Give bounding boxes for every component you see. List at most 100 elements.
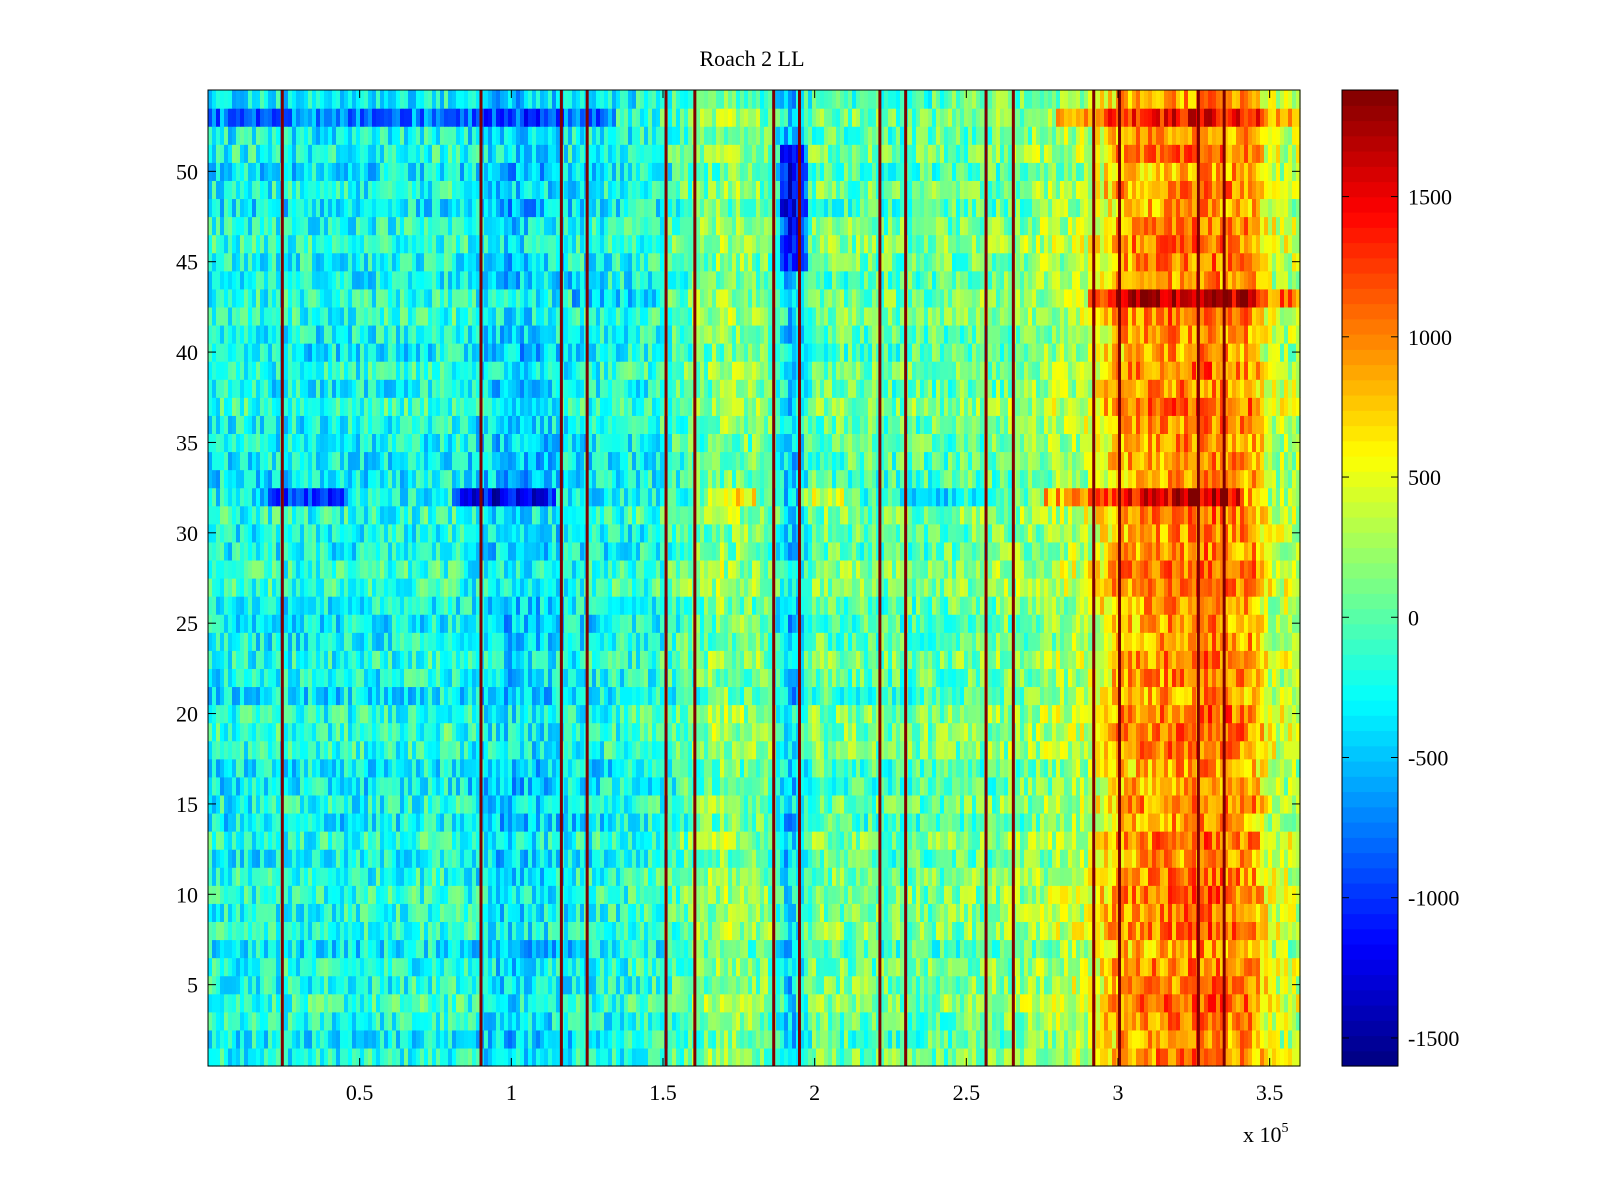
heatmap-cell	[944, 939, 949, 959]
heatmap-cell	[608, 812, 613, 832]
heatmap-cell	[588, 975, 593, 995]
heatmap-cell	[292, 993, 297, 1013]
heatmap-cell	[740, 939, 745, 959]
heatmap-cell	[844, 903, 849, 922]
heatmap-cell	[1156, 794, 1161, 814]
heatmap-cell	[376, 776, 381, 796]
heatmap-cell	[992, 1047, 997, 1067]
heatmap-cell	[780, 921, 785, 941]
heatmap-cell	[1052, 1011, 1057, 1031]
heatmap-cell	[272, 957, 277, 977]
heatmap-cell	[444, 758, 449, 778]
heatmap-cell	[732, 975, 737, 995]
heatmap-cell	[268, 975, 273, 995]
heatmap-cell	[1036, 885, 1041, 904]
heatmap-cell	[768, 885, 773, 904]
heatmap-cell	[1204, 1011, 1209, 1031]
heatmap-cell	[288, 1029, 293, 1049]
heatmap-cell	[400, 1047, 405, 1067]
heatmap-cell	[264, 776, 269, 796]
heatmap-cell	[636, 1029, 641, 1049]
heatmap-cell	[768, 921, 773, 941]
heatmap-cell	[688, 831, 693, 850]
heatmap-cell	[488, 1047, 493, 1067]
heatmap-cell	[440, 957, 445, 977]
heatmap-cell	[1120, 849, 1125, 868]
heatmap-cell	[668, 758, 673, 778]
heatmap-cell	[632, 975, 637, 995]
heatmap-cell	[228, 993, 233, 1013]
heatmap-cell	[1172, 867, 1177, 886]
heatmap-cell	[1280, 812, 1285, 832]
heatmap-cell	[668, 975, 673, 995]
heatmap-cell	[528, 1047, 533, 1067]
heatmap-cell	[228, 812, 233, 832]
heatmap-cell	[340, 867, 345, 886]
heatmap-cell	[592, 903, 597, 922]
heatmap-cell	[964, 1047, 969, 1067]
heatmap-cell	[344, 740, 349, 760]
heatmap-cell	[220, 903, 225, 922]
heatmap-cell	[1120, 975, 1125, 995]
heatmap-cell	[748, 1047, 753, 1067]
heatmap-cell	[1080, 812, 1085, 832]
heatmap-cell	[276, 1047, 281, 1067]
heatmap-cell	[788, 993, 793, 1013]
heatmap-cell	[1032, 903, 1037, 922]
heatmap-cell	[1276, 831, 1281, 850]
heatmap-cell	[272, 849, 277, 868]
heatmap-cell	[484, 975, 489, 995]
heatmap-cell	[676, 975, 681, 995]
heatmap-cell	[328, 867, 333, 886]
heatmap-cell	[1152, 993, 1157, 1013]
heatmap-cell	[372, 957, 377, 977]
heatmap-cell	[400, 885, 405, 904]
heatmap-cell	[540, 740, 545, 760]
heatmap-cell	[240, 794, 245, 814]
heatmap-cell	[1272, 849, 1277, 868]
heatmap-cell	[604, 903, 609, 922]
heatmap-cell	[644, 867, 649, 886]
heatmap-cell	[864, 993, 869, 1013]
heatmap-cell	[880, 1011, 885, 1031]
heatmap-cell	[1140, 921, 1145, 941]
heatmap-cell	[608, 885, 613, 904]
heatmap-cell	[1124, 993, 1129, 1013]
heatmap-cell	[916, 831, 921, 850]
heatmap-cell	[1052, 993, 1057, 1013]
heatmap-cell	[736, 1047, 741, 1067]
heatmap-cell	[1048, 867, 1053, 886]
heatmap-cell	[888, 921, 893, 941]
heatmap-cell	[608, 1029, 613, 1049]
heatmap-cell	[1224, 849, 1229, 868]
heatmap-cell	[484, 722, 489, 742]
heatmap-cell	[732, 957, 737, 977]
heatmap-cell	[688, 849, 693, 868]
heatmap-cell	[544, 794, 549, 814]
heatmap-cell	[632, 903, 637, 922]
heatmap-cell	[492, 993, 497, 1013]
heatmap-cell	[864, 794, 869, 814]
heatmap-cell	[1024, 794, 1029, 814]
heatmap-cell	[924, 867, 929, 886]
heatmap-cell	[376, 867, 381, 886]
heatmap-cell	[1264, 776, 1269, 796]
heatmap-cell	[1280, 740, 1285, 760]
heatmap-cell	[900, 812, 905, 832]
heatmap-cell	[264, 1047, 269, 1067]
heatmap-cell	[1136, 812, 1141, 832]
heatmap-cell	[908, 939, 913, 959]
heatmap-cell	[896, 812, 901, 832]
heatmap-cell	[768, 975, 773, 995]
heatmap-cell	[424, 740, 429, 760]
heatmap-cell	[1120, 831, 1125, 850]
heatmap-cell	[324, 722, 329, 742]
heatmap-cell	[392, 1029, 397, 1049]
heatmap-cell	[500, 993, 505, 1013]
heatmap-cell	[360, 722, 365, 742]
heatmap-cell	[716, 939, 721, 959]
heatmap-cell	[500, 867, 505, 886]
heatmap-cell	[616, 831, 621, 850]
heatmap-cell	[952, 776, 957, 796]
heatmap-cell	[748, 921, 753, 941]
